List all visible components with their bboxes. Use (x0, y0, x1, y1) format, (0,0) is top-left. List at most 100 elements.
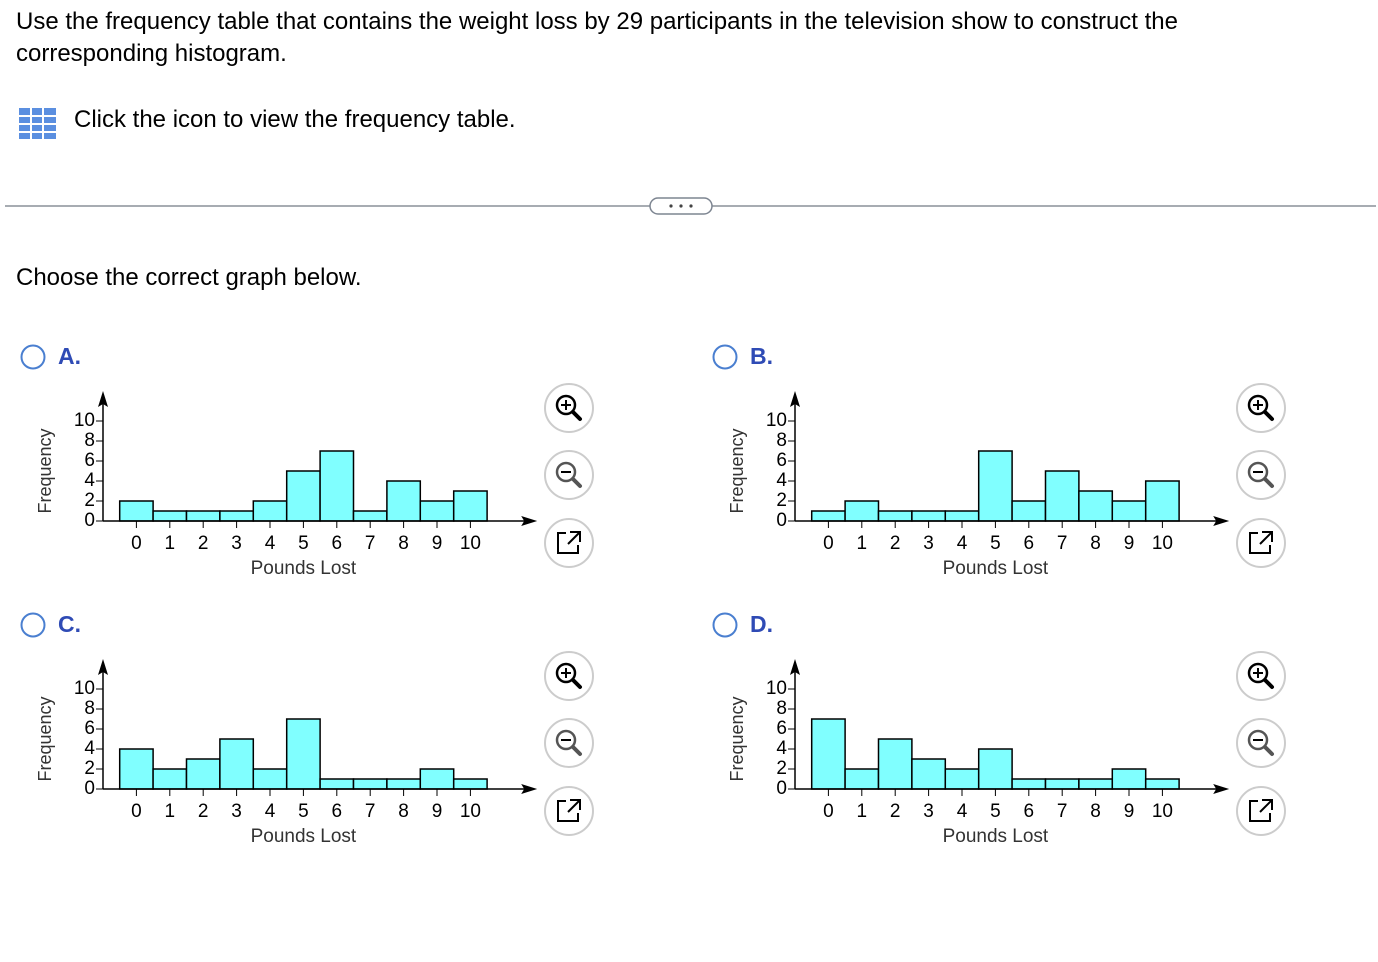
handle (571, 745, 582, 756)
y-tick-label: 10 (74, 410, 95, 431)
handle (571, 477, 582, 488)
bar (152, 768, 188, 790)
bar (877, 510, 913, 522)
bar (1044, 470, 1080, 522)
y-tick-label: 4 (84, 738, 95, 759)
tool-zoom-out[interactable] (544, 718, 594, 768)
bar (977, 450, 1013, 522)
x-tick-label: 7 (1057, 533, 1068, 554)
bar (1011, 500, 1047, 522)
tool-open[interactable] (1236, 786, 1286, 836)
tool-zoom-out[interactable] (1236, 450, 1286, 500)
bar (810, 718, 846, 790)
y-tick-label: 6 (776, 718, 787, 739)
y-axis-label: Frequency (35, 428, 55, 513)
bar (1078, 490, 1114, 522)
tool-zoom-out[interactable] (1236, 718, 1286, 768)
tool-zoom-in[interactable] (1236, 651, 1286, 701)
x-tick-label: 1 (165, 801, 176, 822)
y-tick-label: 10 (766, 678, 787, 699)
bar (285, 718, 321, 790)
x-tick-label: 2 (890, 801, 901, 822)
x-tick-label: 5 (990, 533, 1001, 554)
bar (1011, 778, 1047, 790)
tool-open[interactable] (544, 518, 594, 568)
bar (352, 510, 388, 522)
y-tick-label: 0 (776, 778, 787, 799)
bar (252, 500, 288, 522)
handle (1263, 410, 1274, 421)
tool-open[interactable] (544, 786, 594, 836)
radio-button[interactable] (712, 344, 738, 370)
y-axis-arrow (98, 391, 108, 407)
tool-zoom-in[interactable] (544, 651, 594, 701)
bar (185, 510, 221, 522)
x-axis-arrow (1213, 784, 1230, 794)
x-tick-label: 10 (1152, 533, 1173, 554)
expand-dots (669, 204, 693, 208)
tool-open[interactable] (1236, 518, 1286, 568)
question: Use the frequency table that contains th… (16, 8, 1178, 67)
handle (571, 678, 582, 689)
radio-button[interactable] (20, 344, 46, 370)
table-link[interactable]: Click the icon to view the frequency tab… (74, 106, 516, 133)
x-axis-arrow (521, 784, 538, 794)
tool-zoom-in[interactable] (544, 383, 594, 433)
bar (118, 748, 154, 790)
x-tick-label: 5 (990, 801, 1001, 822)
x-axis-label: Pounds Lost (251, 826, 357, 847)
bar (1144, 480, 1180, 522)
prompt: Choose the correct graph below. (16, 264, 362, 291)
handle (1263, 477, 1274, 488)
x-tick-label: 6 (332, 533, 343, 554)
x-tick-label: 9 (432, 801, 443, 822)
open-icon (1249, 799, 1273, 822)
bar (1111, 768, 1147, 790)
x-tick-label: 2 (198, 533, 209, 554)
open-icon (1249, 531, 1273, 554)
radio-button[interactable] (20, 612, 46, 638)
y-axis-arrow (98, 659, 108, 675)
tool-zoom-out[interactable] (544, 450, 594, 500)
x-tick-label: 6 (1024, 801, 1035, 822)
bar (219, 738, 255, 790)
x-tick-label: 8 (398, 801, 409, 822)
x-tick-label: 9 (1124, 533, 1135, 554)
open-icon (557, 799, 581, 822)
option-label: A. (58, 343, 81, 369)
x-tick-label: 3 (923, 533, 934, 554)
x-tick-label: 10 (1152, 801, 1173, 822)
bar (352, 778, 388, 790)
y-axis-label: Frequency (35, 696, 55, 781)
x-axis-label: Pounds Lost (943, 826, 1049, 847)
x-tick-label: 10 (460, 801, 481, 822)
y-axis-label: Frequency (727, 696, 747, 781)
x-tick-label: 0 (131, 533, 142, 554)
x-tick-label: 2 (198, 801, 209, 822)
x-tick-label: 1 (857, 801, 868, 822)
y-tick-label: 2 (776, 758, 787, 779)
bar (1111, 500, 1147, 522)
y-tick-label: 4 (84, 470, 95, 491)
y-tick-label: 8 (84, 430, 95, 451)
x-tick-label: 9 (432, 533, 443, 554)
y-tick-label: 10 (766, 410, 787, 431)
bar (419, 768, 455, 790)
x-tick-label: 6 (1024, 533, 1035, 554)
radio-button[interactable] (712, 612, 738, 638)
x-tick-label: 2 (890, 533, 901, 554)
tool-zoom-in[interactable] (1236, 383, 1286, 433)
open-icon (557, 531, 581, 554)
bar (452, 778, 488, 790)
option-label: D. (750, 611, 773, 637)
bar (452, 490, 488, 522)
handle (1263, 678, 1274, 689)
x-tick-label: 1 (857, 533, 868, 554)
table-icon[interactable] (18, 107, 58, 141)
x-axis-label: Pounds Lost (943, 558, 1049, 579)
bar (1078, 778, 1114, 790)
option-label: B. (750, 343, 773, 369)
x-tick-label: 4 (957, 533, 968, 554)
